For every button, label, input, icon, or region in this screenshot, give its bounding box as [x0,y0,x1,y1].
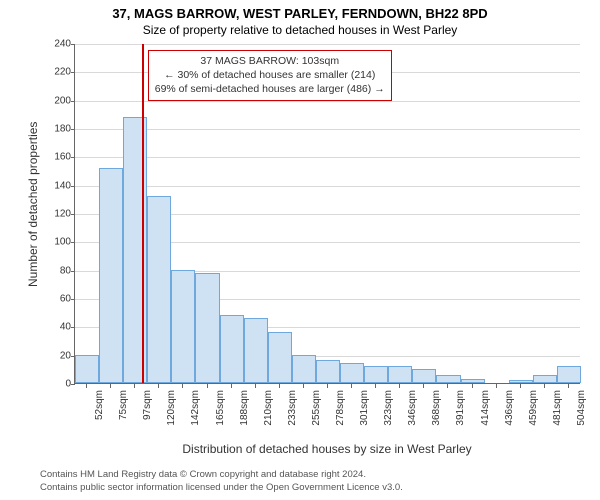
chart: Number of detached properties 0204060801… [50,44,580,424]
x-tick-label: 255sqm [310,390,324,440]
x-tick-label: 301sqm [358,390,372,440]
y-tick-mark [71,157,75,158]
callout-line-3: 69% of semi-detached houses are larger (… [155,82,385,96]
x-tick-label: 391sqm [454,390,468,440]
x-tick-mark [351,384,352,388]
x-tick-mark [496,384,497,388]
x-tick-mark [399,384,400,388]
x-tick-label: 436sqm [503,390,517,440]
x-tick-mark [544,384,545,388]
bar [171,270,195,383]
x-tick-mark [86,384,87,388]
bar [461,379,485,383]
bar [436,375,460,384]
title-sub: Size of property relative to detached ho… [0,23,600,37]
x-tick-mark [327,384,328,388]
y-tick-mark [71,384,75,385]
x-tick-mark [134,384,135,388]
y-tick-mark [71,242,75,243]
footer: Contains HM Land Registry data © Crown c… [40,469,403,494]
bar [557,366,581,383]
x-tick-mark [568,384,569,388]
gridline [75,101,580,102]
x-tick-label: 188sqm [238,390,252,440]
footer-line-2: Contains public sector information licen… [40,482,403,494]
bar [533,375,557,384]
y-tick-mark [71,101,75,102]
x-tick-label: 459sqm [527,390,541,440]
y-tick-mark [71,72,75,73]
x-tick-mark [279,384,280,388]
x-tick-mark [375,384,376,388]
title-block: 37, MAGS BARROW, WEST PARLEY, FERNDOWN, … [0,0,600,37]
x-axis-label: Distribution of detached houses by size … [74,442,580,456]
gridline [75,44,580,45]
gridline [75,186,580,187]
x-tick-mark [255,384,256,388]
callout-line-2: ← 30% of detached houses are smaller (21… [155,68,385,82]
bar [412,369,436,383]
x-tick-mark [110,384,111,388]
bar [75,355,99,383]
y-tick-mark [71,214,75,215]
y-tick-mark [71,327,75,328]
y-tick-mark [71,271,75,272]
x-tick-mark [303,384,304,388]
x-tick-mark [423,384,424,388]
x-tick-mark [207,384,208,388]
bar [195,273,219,384]
x-tick-mark [158,384,159,388]
x-tick-label: 52sqm [93,390,107,440]
x-tick-label: 75sqm [117,390,131,440]
x-tick-label: 142sqm [189,390,203,440]
bar [220,315,244,383]
x-tick-label: 323sqm [382,390,396,440]
y-tick-mark [71,44,75,45]
plot-area: 02040608010012014016018020022024037 MAGS… [74,44,580,384]
x-tick-mark [472,384,473,388]
gridline [75,129,580,130]
x-tick-mark [447,384,448,388]
x-tick-label: 210sqm [262,390,276,440]
bar [340,363,364,383]
x-tick-label: 368sqm [430,390,444,440]
y-axis-label: Number of detached properties [26,44,40,364]
gridline [75,157,580,158]
marker-callout: 37 MAGS BARROW: 103sqm← 30% of detached … [148,50,392,101]
x-tick-label: 504sqm [575,390,589,440]
bar [388,366,412,383]
x-tick-label: 481sqm [551,390,565,440]
callout-line-1: 37 MAGS BARROW: 103sqm [155,54,385,68]
bar [244,318,268,383]
y-tick-mark [71,129,75,130]
bar [364,366,388,383]
bar [268,332,292,383]
x-tick-mark [231,384,232,388]
x-tick-label: 414sqm [479,390,493,440]
marker-line [142,44,144,383]
title-main: 37, MAGS BARROW, WEST PARLEY, FERNDOWN, … [0,6,600,21]
x-tick-label: 97sqm [141,390,155,440]
footer-line-1: Contains HM Land Registry data © Crown c… [40,469,403,481]
bar [99,168,123,383]
x-tick-label: 233sqm [286,390,300,440]
bar [147,196,171,383]
x-tick-label: 278sqm [334,390,348,440]
x-tick-mark [520,384,521,388]
bar [292,355,316,383]
x-tick-label: 120sqm [165,390,179,440]
x-tick-label: 165sqm [214,390,228,440]
bar [316,360,340,383]
bar [509,380,533,383]
x-tick-mark [182,384,183,388]
y-tick-mark [71,299,75,300]
y-tick-mark [71,186,75,187]
x-tick-label: 346sqm [406,390,420,440]
